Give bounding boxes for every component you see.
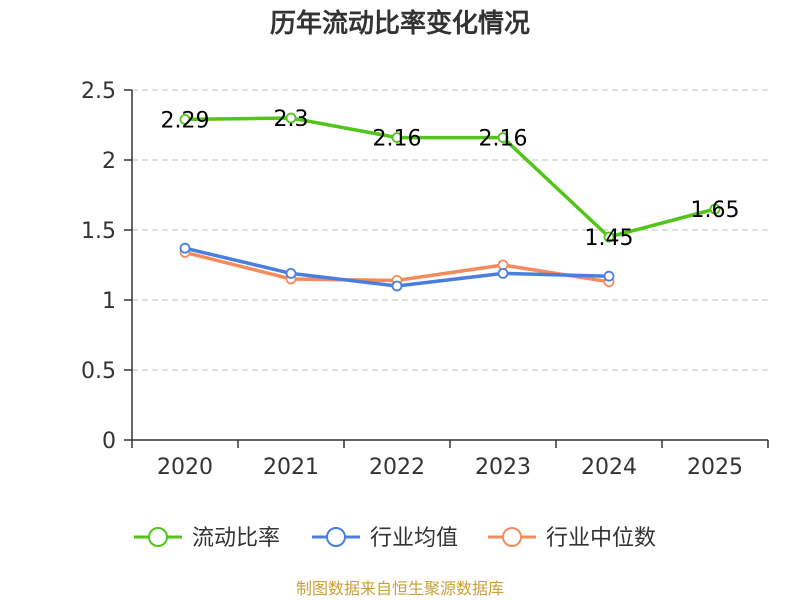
x-tick-label: 2025 <box>687 455 743 480</box>
data-point[interactable] <box>603 270 615 282</box>
data-label: 1.45 <box>585 226 634 251</box>
series-current-ratio: 2.29 2.3 2.16 2.16 1.45 1.65 <box>161 107 740 251</box>
chart-title: 历年流动比率变化情况 <box>270 8 530 39</box>
data-point[interactable] <box>497 132 509 144</box>
data-label: 2.16 <box>373 127 422 152</box>
legend-item-industry-median[interactable]: 行业中位数 <box>488 526 656 551</box>
data-point[interactable] <box>391 132 403 144</box>
data-label: 2.16 <box>479 127 528 152</box>
legend[interactable]: 流动比率 行业均值 行业中位数 <box>134 526 656 551</box>
legend-marker-icon <box>326 527 346 547</box>
y-tick-label: 0 <box>102 429 116 454</box>
legend-item-industry-average[interactable]: 行业均值 <box>312 526 458 551</box>
data-label: 1.65 <box>691 198 740 223</box>
x-tick-label: 2020 <box>157 455 213 480</box>
data-point[interactable] <box>391 280 403 292</box>
grid-lines <box>132 89 768 371</box>
legend-marker-icon <box>502 527 522 547</box>
data-point[interactable] <box>179 242 191 254</box>
data-point[interactable] <box>285 112 297 124</box>
data-point[interactable] <box>603 231 615 243</box>
legend-marker-icon <box>148 527 168 547</box>
y-tick-label: 1 <box>102 289 116 314</box>
y-tick-label: 2 <box>102 149 116 174</box>
y-tick-label: 0.5 <box>81 359 116 384</box>
x-tick-label: 2021 <box>263 455 319 480</box>
series-group: 2.29 2.3 2.16 2.16 1.45 1.65 <box>161 107 740 292</box>
legend-label: 流动比率 <box>192 526 280 551</box>
y-tick-label: 2.5 <box>81 79 116 104</box>
series-industry-median <box>179 246 615 288</box>
series-current-ratio-line <box>184 116 716 239</box>
data-label: 2.3 <box>274 107 309 132</box>
data-label: 2.29 <box>161 108 210 133</box>
series-industry-average <box>179 242 615 292</box>
legend-label: 行业中位数 <box>546 526 656 551</box>
x-tick-label: 2022 <box>369 455 425 480</box>
x-tick-label: 2023 <box>475 455 531 480</box>
data-point[interactable] <box>709 203 721 215</box>
axes: 0 0.5 1 1.5 2 2.5 2020 2021 2022 2023 2024 2025 <box>81 79 769 480</box>
x-tick-label: 2024 <box>581 455 637 480</box>
data-point[interactable] <box>285 267 297 279</box>
y-tick-label: 1.5 <box>81 219 116 244</box>
data-point[interactable] <box>179 114 191 125</box>
data-point[interactable] <box>497 267 509 279</box>
source-note: 制图数据来自恒生聚源数据库 <box>296 579 504 598</box>
legend-item-current-ratio[interactable]: 流动比率 <box>134 526 280 551</box>
legend-label: 行业均值 <box>370 526 458 551</box>
